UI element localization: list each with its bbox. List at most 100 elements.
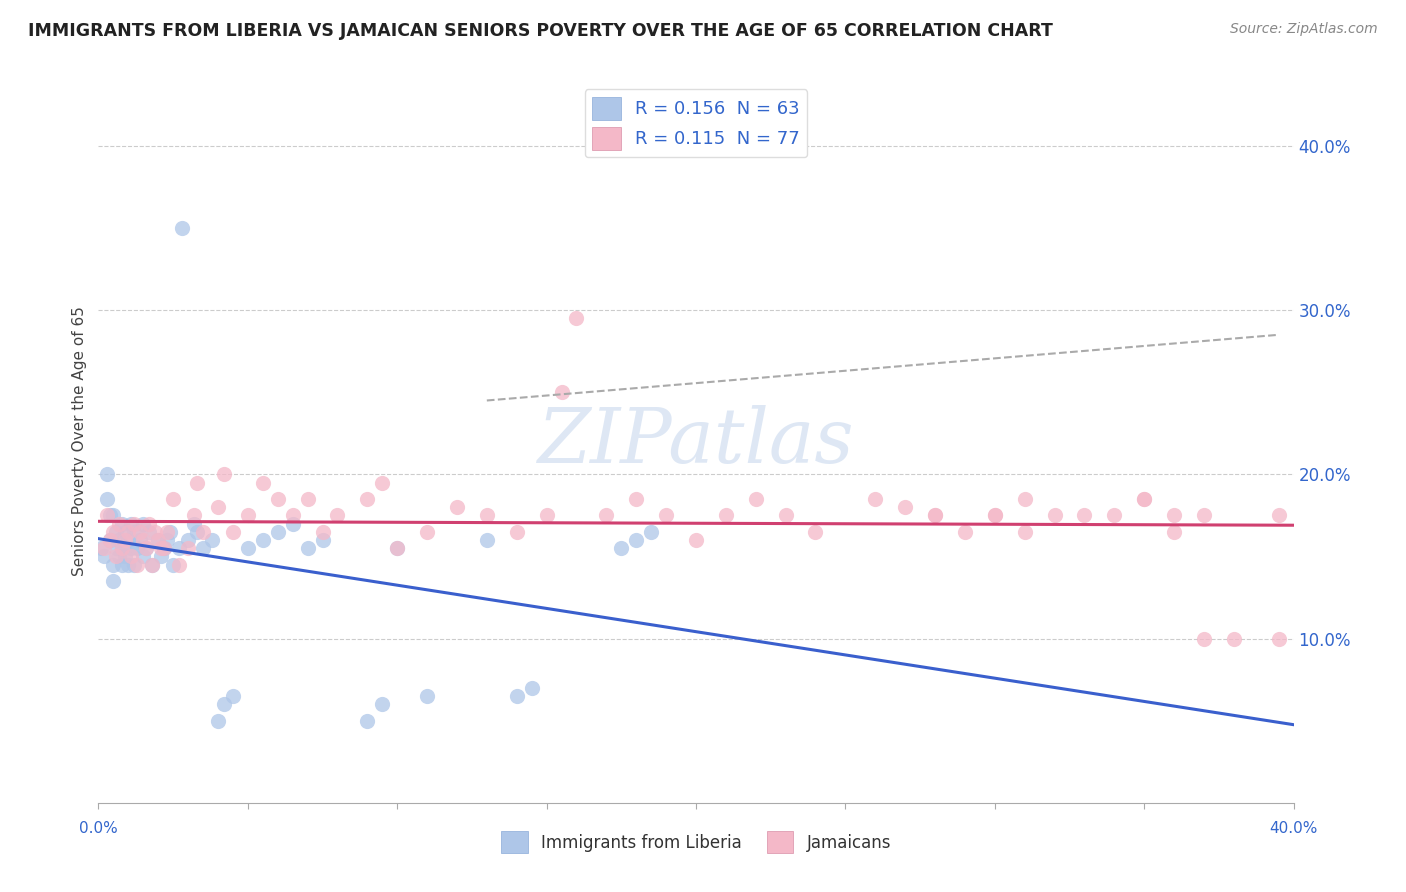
Point	[252, 533, 274, 547]
Point	[212, 698, 235, 712]
Point	[177, 533, 200, 547]
Point	[685, 533, 707, 547]
Point	[138, 524, 160, 539]
Point	[120, 516, 142, 531]
Point	[281, 508, 304, 523]
Point	[167, 541, 190, 556]
Point	[135, 541, 157, 556]
Point	[132, 549, 155, 564]
Point	[120, 549, 142, 564]
Point	[236, 508, 259, 523]
Point	[222, 524, 245, 539]
Point	[984, 508, 1007, 523]
Point	[267, 491, 290, 506]
Point	[141, 558, 163, 572]
Point	[129, 533, 152, 547]
Point	[207, 714, 229, 728]
Point	[326, 508, 349, 523]
Point	[153, 541, 176, 556]
Point	[267, 524, 290, 539]
Point	[1073, 508, 1095, 523]
Point	[1163, 524, 1185, 539]
Point	[745, 491, 768, 506]
Point	[1267, 508, 1289, 523]
Point	[93, 541, 115, 556]
Point	[356, 491, 378, 506]
Point	[111, 558, 134, 572]
Point	[212, 467, 235, 482]
Point	[105, 541, 128, 556]
Point	[96, 467, 118, 482]
Point	[127, 541, 149, 556]
Point	[98, 533, 122, 547]
Point	[98, 508, 122, 523]
Point	[135, 541, 157, 556]
Point	[1133, 491, 1156, 506]
Point	[385, 541, 409, 556]
Point	[108, 549, 131, 564]
Point	[177, 541, 200, 556]
Point	[108, 516, 131, 531]
Point	[311, 533, 333, 547]
Point	[141, 558, 163, 572]
Point	[1043, 508, 1066, 523]
Point	[775, 508, 797, 523]
Point	[120, 541, 142, 556]
Point	[191, 541, 214, 556]
Point	[138, 516, 160, 531]
Point	[114, 533, 136, 547]
Legend: Immigrants from Liberia, Jamaicans: Immigrants from Liberia, Jamaicans	[494, 825, 898, 860]
Point	[103, 558, 125, 572]
Point	[236, 541, 259, 556]
Point	[167, 558, 190, 572]
Point	[124, 558, 146, 572]
Point	[114, 524, 136, 539]
Point	[96, 491, 118, 506]
Point	[356, 714, 378, 728]
Point	[132, 533, 155, 547]
Point	[103, 574, 125, 588]
Point	[159, 524, 181, 539]
Point	[1014, 491, 1036, 506]
Point	[148, 533, 170, 547]
Point	[117, 558, 139, 572]
Point	[1267, 632, 1289, 646]
Point	[111, 541, 134, 556]
Point	[90, 541, 112, 556]
Point	[297, 541, 319, 556]
Point	[371, 698, 394, 712]
Point	[143, 524, 166, 539]
Point	[162, 491, 184, 506]
Point	[506, 524, 529, 539]
Point	[475, 508, 498, 523]
Point	[416, 524, 439, 539]
Point	[804, 524, 827, 539]
Point	[111, 516, 134, 531]
Point	[626, 533, 648, 547]
Point	[114, 549, 136, 564]
Point	[105, 524, 128, 539]
Point	[111, 541, 134, 556]
Point	[124, 516, 146, 531]
Point	[156, 524, 179, 539]
Point	[371, 475, 394, 490]
Point	[183, 516, 205, 531]
Point	[172, 221, 194, 235]
Point	[297, 491, 319, 506]
Point	[894, 500, 917, 515]
Point	[281, 516, 304, 531]
Point	[93, 549, 115, 564]
Point	[150, 549, 173, 564]
Point	[385, 541, 409, 556]
Point	[1163, 508, 1185, 523]
Point	[1133, 491, 1156, 506]
Point	[222, 689, 245, 703]
Point	[1192, 632, 1215, 646]
Point	[105, 549, 128, 564]
Point	[1014, 524, 1036, 539]
Point	[124, 524, 146, 539]
Text: IMMIGRANTS FROM LIBERIA VS JAMAICAN SENIORS POVERTY OVER THE AGE OF 65 CORRELATI: IMMIGRANTS FROM LIBERIA VS JAMAICAN SENI…	[28, 22, 1053, 40]
Y-axis label: Seniors Poverty Over the Age of 65: Seniors Poverty Over the Age of 65	[72, 307, 87, 576]
Point	[191, 524, 214, 539]
Point	[520, 681, 543, 695]
